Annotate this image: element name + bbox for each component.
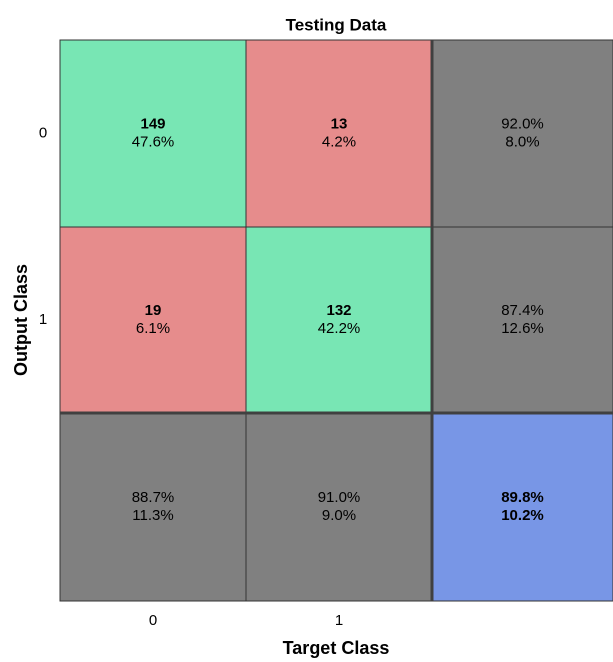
cell-percent: 6.1% — [136, 320, 170, 337]
x-axis-label: Target Class — [283, 638, 390, 658]
error-rate: 9.0% — [322, 507, 356, 524]
error-rate: 11.3% — [132, 507, 173, 524]
cell-count: 13 — [331, 115, 348, 132]
error-rate: 12.6% — [501, 320, 544, 337]
cell-percent: 4.2% — [322, 133, 356, 150]
matrix-cell — [59, 226, 247, 414]
y-tick-label: 1 — [39, 311, 47, 328]
cell-count: 149 — [140, 115, 165, 132]
correct-rate: 87.4% — [501, 302, 544, 319]
cell-percent: 42.2% — [318, 320, 361, 337]
x-tick-label: 0 — [149, 612, 157, 629]
correct-rate: 89.8% — [501, 489, 544, 506]
correct-rate: 88.7% — [132, 489, 175, 506]
cell-percent: 47.6% — [132, 133, 175, 150]
matrix-cell — [431, 39, 613, 228]
cell-count: 19 — [145, 302, 162, 319]
correct-rate: 91.0% — [318, 489, 361, 506]
cell-count: 132 — [326, 302, 351, 319]
matrix-cell — [431, 412, 613, 602]
matrix-cell — [245, 412, 433, 602]
matrix-cell — [245, 226, 433, 414]
matrix-cell — [245, 39, 433, 228]
matrix-cell — [59, 39, 247, 228]
y-tick-label: 0 — [39, 124, 47, 141]
error-rate: 10.2% — [501, 507, 544, 524]
chart-title: Testing Data — [286, 15, 387, 34]
correct-rate: 92.0% — [501, 115, 544, 132]
error-rate: 8.0% — [505, 133, 539, 150]
y-axis-label: Output Class — [11, 264, 31, 376]
x-tick-label: 1 — [335, 612, 343, 629]
